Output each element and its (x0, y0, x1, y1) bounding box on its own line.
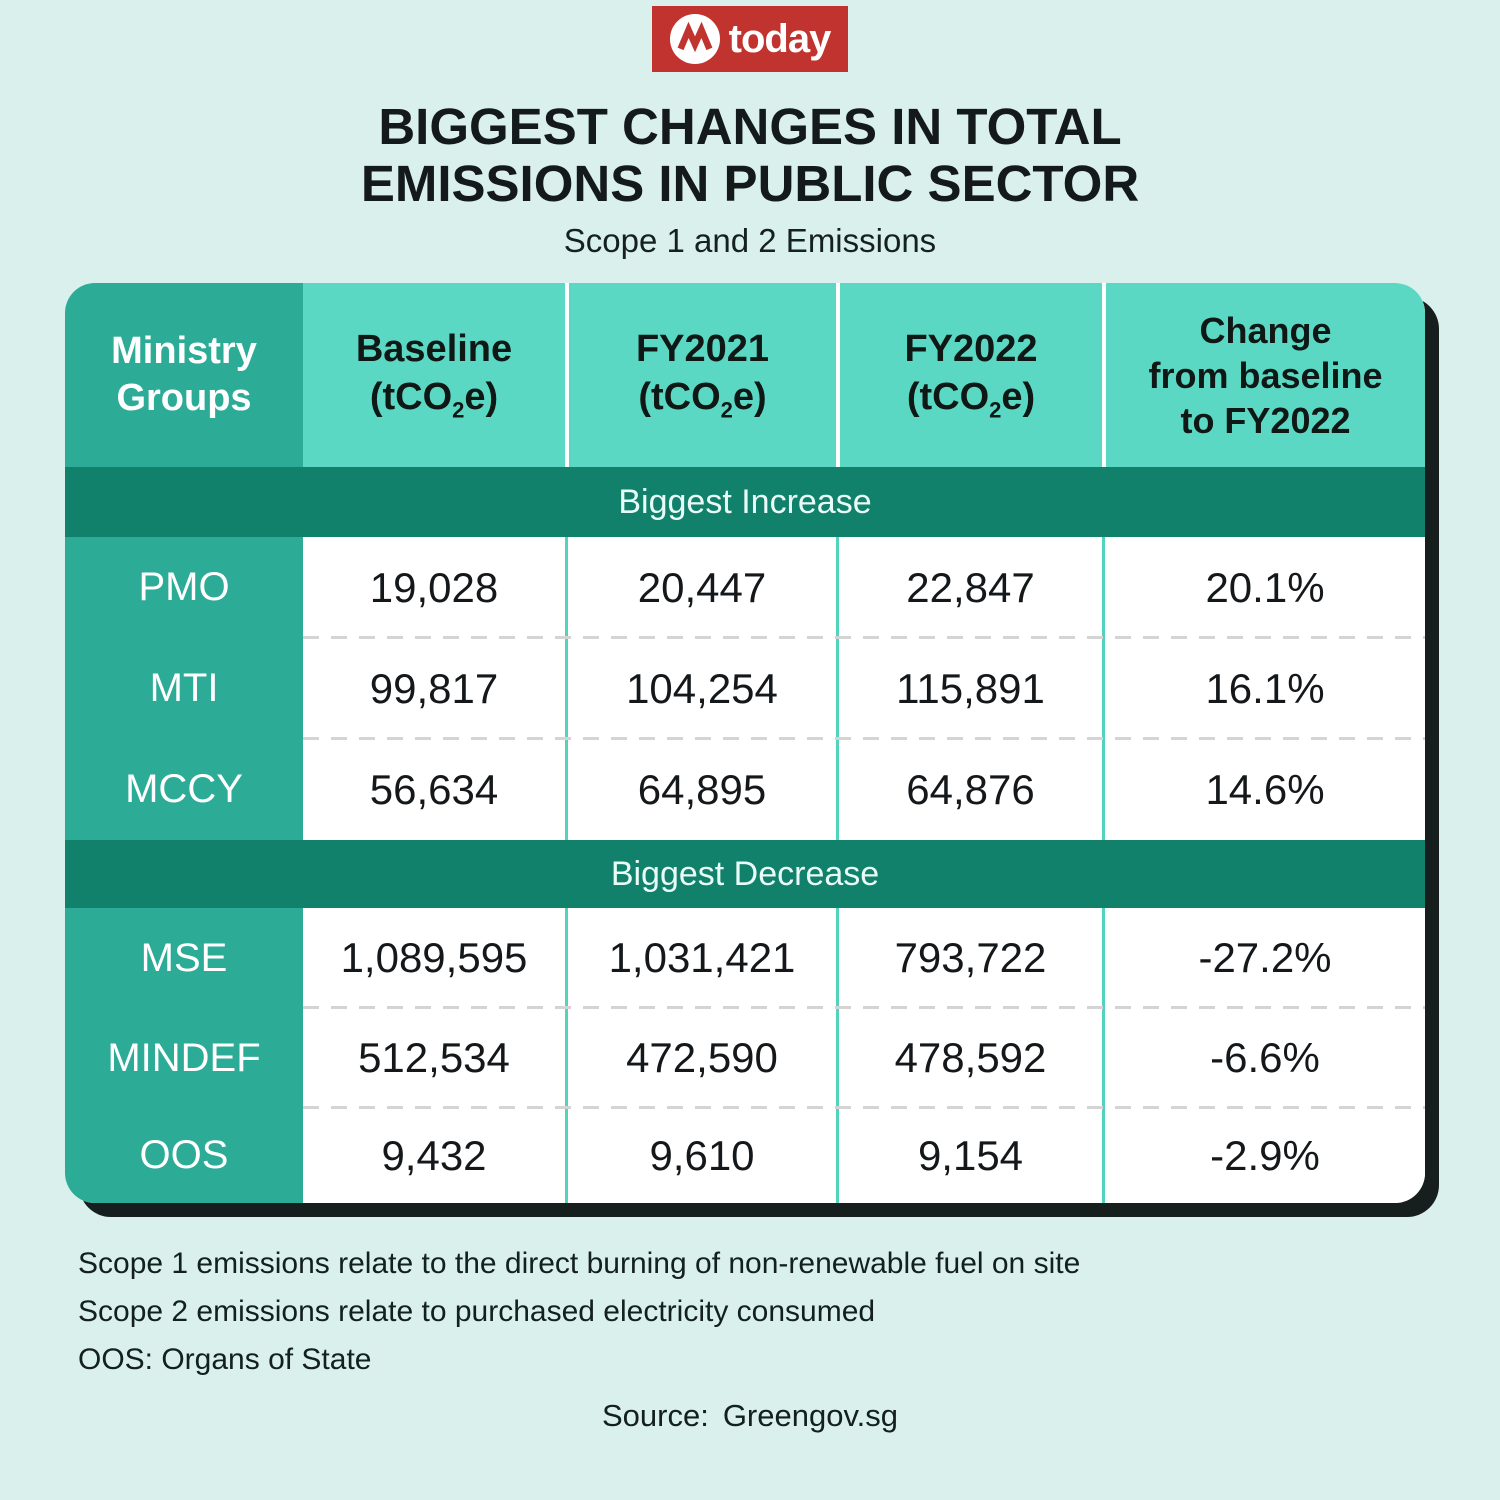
unit-post: e) (732, 375, 767, 418)
page-subtitle: Scope 1 and 2 Emissions (563, 222, 937, 259)
change-value: 16.1% (1102, 638, 1425, 739)
unit-pre: (tCO (906, 375, 990, 418)
unit-post: e) (1001, 375, 1036, 418)
change-value: 14.6% (1102, 739, 1425, 840)
table-header-row: Ministry Groups Baseline (tCO2e) FY2021 … (65, 283, 1425, 467)
baseline-value: 19,028 (369, 563, 499, 611)
unit-sub: 2 (452, 397, 465, 423)
fy2022-value: 793,722 (836, 908, 1102, 1008)
fy2022-value: 22,847 (836, 537, 1102, 638)
baseline-value: 9,432 (381, 1131, 487, 1179)
ministry-label: OOS (65, 1108, 303, 1203)
column-header-fy2021: FY2021 (tCO2e) (565, 283, 836, 467)
header-fy2021-unit: (tCO2e) (638, 374, 766, 424)
baseline-value: 99,817 (369, 664, 499, 712)
header-ministry-line2: Groups (116, 377, 252, 419)
change-value: 20.1% (1102, 537, 1425, 638)
row-values: 512,534 472,590 478,592 -6.6% (303, 1006, 1425, 1108)
unit-sub: 2 (989, 397, 1002, 423)
header-baseline-unit: (tCO2e) (370, 374, 498, 424)
row-values: 9,432 9,610 9,154 -2.9% (303, 1106, 1425, 1203)
footnote-scope2: Scope 2 emissions relate to purchased el… (78, 1295, 876, 1328)
baseline-value: 1,089,595 (340, 934, 528, 981)
fy2022-value: 115,891 (836, 638, 1102, 739)
change-value: -6.6% (1102, 1008, 1425, 1108)
unit-pre: (tCO (369, 375, 453, 418)
column-header-change: Change from baseline to FY2022 (1102, 283, 1425, 467)
footnote-oos: OOS: Organs of State (78, 1343, 372, 1376)
page-title: BIGGEST CHANGES IN TOTAL EMISSIONS IN PU… (0, 98, 1500, 212)
header-change-line3: to FY2022 (1180, 399, 1351, 441)
header-ministry-line1: Ministry (111, 329, 257, 372)
fy2022-value: 9,154 (836, 1108, 1102, 1203)
unit-pre: (tCO (638, 375, 721, 418)
change-value: -27.2% (1102, 908, 1425, 1008)
unit-sub: 2 (720, 397, 733, 423)
row-values: 1,089,595 1,031,421 793,722 -27.2% (303, 908, 1425, 1008)
header-fy2022-name: FY2022 (904, 328, 1038, 371)
fy2021-value: 20,447 (565, 537, 836, 638)
ministry-label: MSE (65, 908, 303, 1008)
column-header-baseline: Baseline (tCO2e) (303, 283, 565, 467)
today-logo: today (652, 6, 848, 72)
ministry-label: MCCY (65, 739, 303, 840)
fy2021-value: 64,895 (565, 739, 836, 840)
row-values: 99,817 104,254 115,891 16.1% (303, 636, 1425, 739)
baseline-value: 56,634 (369, 765, 499, 813)
source-value: Greengov.sg (722, 1398, 899, 1433)
table-row-mse: MSE 1,089,595 1,031,421 793,722 -27.2% (65, 908, 1425, 1008)
header-change-line2: from baseline (1148, 354, 1383, 396)
fy2021-value: 472,590 (565, 1008, 836, 1108)
fy2021-value: 104,254 (565, 638, 836, 739)
today-logo-m-icon (669, 14, 720, 64)
baseline-value: 512,534 (358, 1034, 510, 1081)
unit-post: e) (464, 375, 499, 418)
ministry-label: MTI (65, 638, 303, 739)
ministry-label: PMO (65, 537, 303, 638)
page-title-line2: EMISSIONS IN PUBLIC SECTOR (360, 155, 1140, 212)
column-header-fy2022: FY2022 (tCO2e) (836, 283, 1102, 467)
source-label: Source: (601, 1398, 709, 1433)
column-header-ministry-groups: Ministry Groups (65, 283, 303, 467)
page-title-line1: BIGGEST CHANGES IN TOTAL (378, 98, 1122, 155)
fy2022-value: 64,876 (836, 739, 1102, 840)
section-header-biggest-increase: Biggest Increase (65, 467, 1425, 537)
table-row-oos: OOS 9,432 9,610 9,154 -2.9% (65, 1106, 1425, 1203)
header-fy2022-unit: (tCO2e) (907, 374, 1035, 424)
fy2022-value: 478,592 (836, 1008, 1102, 1108)
emissions-table: Ministry Groups Baseline (tCO2e) FY2021 … (65, 283, 1425, 1203)
footnotes: Scope 1 emissions relate to the direct b… (78, 1240, 1080, 1384)
table-row-mti: MTI 99,817 104,254 115,891 16.1% (65, 636, 1425, 739)
change-value: -2.9% (1102, 1108, 1425, 1203)
table-row-mindef: MINDEF 512,534 472,590 478,592 -6.6% (65, 1006, 1425, 1108)
source-line: Source: Greengov.sg (0, 1398, 1500, 1434)
ministry-label: MINDEF (65, 1008, 303, 1108)
today-logo-wordmark: today (728, 16, 832, 61)
header-baseline-name: Baseline (355, 328, 513, 371)
table-row-pmo: PMO 19,028 20,447 22,847 20.1% (65, 537, 1425, 638)
footnote-scope1: Scope 1 emissions relate to the direct b… (78, 1247, 1081, 1280)
table-row-mccy: MCCY 56,634 64,895 64,876 14.6% (65, 737, 1425, 840)
row-values: 19,028 20,447 22,847 20.1% (303, 537, 1425, 638)
fy2021-value: 9,610 (565, 1108, 836, 1203)
header-fy2021-name: FY2021 (635, 328, 770, 371)
section-header-biggest-decrease: Biggest Decrease (65, 840, 1425, 908)
fy2021-value: 1,031,421 (565, 908, 836, 1008)
row-values: 56,634 64,895 64,876 14.6% (303, 737, 1425, 840)
header-change-line1: Change (1199, 309, 1332, 351)
